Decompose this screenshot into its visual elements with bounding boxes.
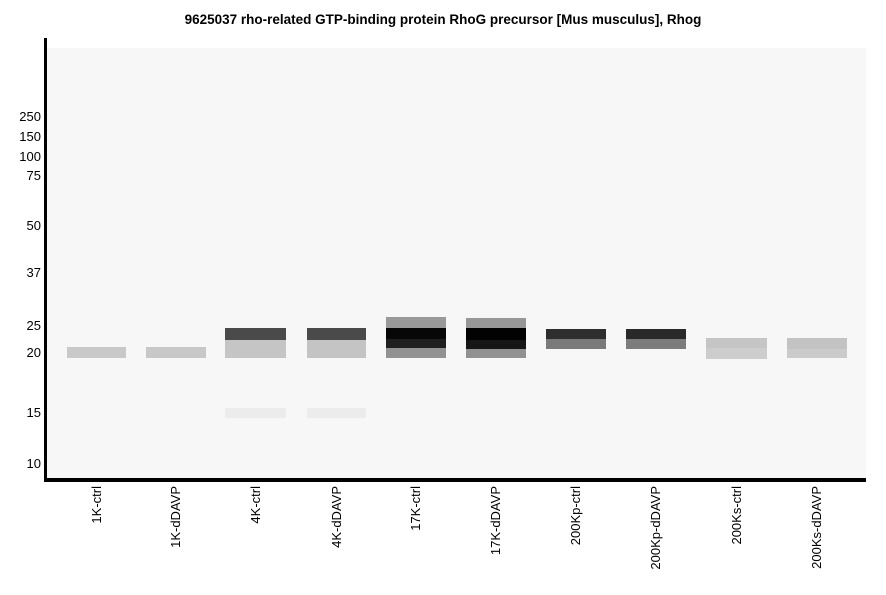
gel-band [225, 328, 286, 340]
x-axis-lane-label: 4K-ctrl [247, 486, 263, 524]
gel-band [626, 329, 686, 339]
gel-band [307, 328, 366, 340]
gel-band [386, 328, 446, 339]
x-axis-lane-label: 200Ks-ctrl [728, 486, 744, 545]
gel-band [307, 340, 366, 358]
x-axis-line [44, 478, 866, 482]
y-axis-tick-label: 15 [26, 405, 41, 420]
gel-band [466, 328, 526, 340]
gel-band [67, 347, 126, 358]
y-axis-tick-label: 250 [19, 109, 41, 124]
gel-band [546, 329, 606, 339]
gel-band [706, 348, 767, 359]
figure-title: 9625037 rho-related GTP-binding protein … [184, 12, 702, 27]
gel-band [386, 348, 446, 358]
gel-band [787, 338, 847, 349]
gel-band [386, 317, 446, 328]
gel-band [787, 349, 847, 358]
y-axis-tick-label: 50 [26, 218, 41, 233]
gel-band [626, 339, 686, 349]
x-axis-lane-label: 200Ks-dDAVP [809, 486, 824, 569]
y-axis-tick-label: 10 [26, 456, 41, 471]
gel-band [466, 318, 526, 328]
x-axis-lane-label: 200Kp-dDAVP [648, 486, 663, 570]
gel-band [307, 408, 366, 418]
x-axis-lane-label: 17K-ctrl [408, 486, 423, 531]
y-axis-line [44, 38, 47, 481]
gel-band [466, 349, 526, 358]
gel-band [546, 339, 606, 349]
y-axis-tick-label: 75 [26, 168, 41, 183]
gel-band [706, 338, 767, 348]
y-axis-tick-label: 150 [19, 129, 41, 144]
gel-band [225, 340, 286, 358]
y-axis-tick-label: 37 [26, 265, 41, 280]
x-axis-lane-label: 17K-dDAVP [488, 486, 503, 556]
x-axis-lane-label: 200Kp-ctrl [568, 486, 583, 546]
x-axis-lane-label: 1K-ctrl [88, 486, 104, 524]
x-axis-lane-label: 1K-dDAVP [168, 486, 183, 548]
y-axis-tick-label: 100 [19, 149, 41, 164]
y-axis-tick-label: 20 [26, 345, 41, 360]
plot-area [47, 48, 866, 478]
x-axis-lane-label: 4K-dDAVP [328, 486, 344, 548]
gel-band [466, 340, 526, 349]
y-axis-tick-label: 25 [26, 318, 41, 333]
gel-band [386, 339, 446, 348]
gel-band [225, 408, 286, 418]
gel-band [146, 347, 206, 358]
